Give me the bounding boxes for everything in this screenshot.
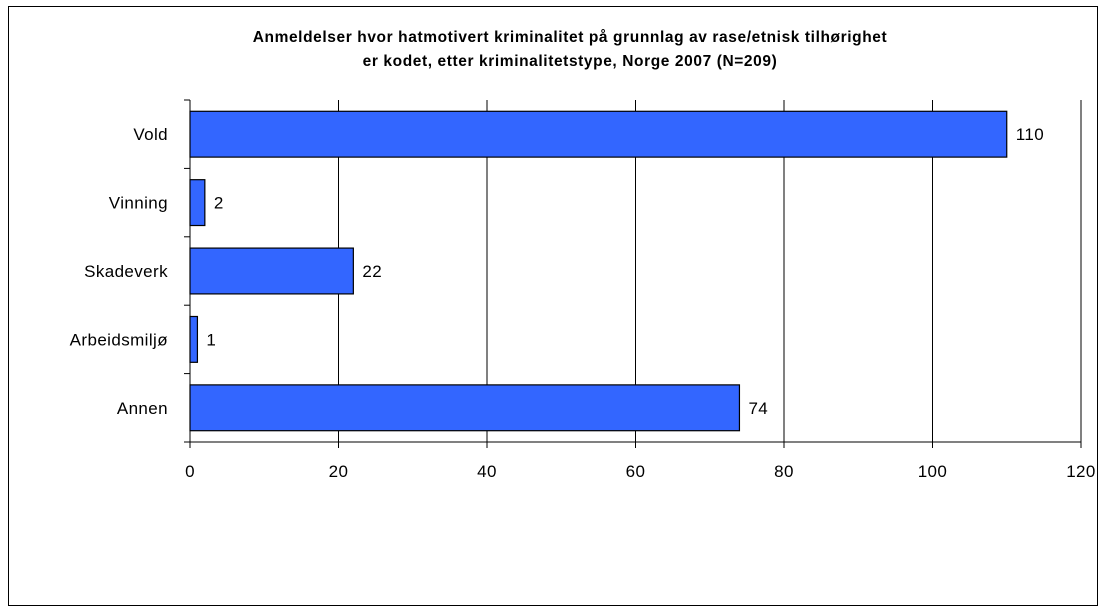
x-tick-label-3: 60 bbox=[626, 462, 646, 481]
chart-title-line-2: er kodet, etter kriminalitetstype, Norge… bbox=[363, 53, 778, 70]
bar-skadeverk bbox=[190, 248, 353, 294]
bar-vinning bbox=[190, 180, 205, 226]
chart-title: Anmeldelser hvor hatmotivert kriminalite… bbox=[253, 29, 888, 70]
bar-arbeidsmiljø bbox=[190, 316, 197, 362]
value-label-1: 2 bbox=[214, 194, 224, 213]
x-tick-label-1: 20 bbox=[329, 462, 349, 481]
value-label-3: 1 bbox=[206, 330, 216, 349]
value-label-4: 74 bbox=[748, 399, 768, 418]
category-label-4: Annen bbox=[117, 399, 168, 418]
bar-annen bbox=[190, 385, 739, 431]
category-label-2: Skadeverk bbox=[84, 262, 168, 281]
x-tick-label-0: 0 bbox=[185, 462, 195, 481]
chart-title-line-1: Anmeldelser hvor hatmotivert kriminalite… bbox=[253, 29, 888, 46]
bar-vold bbox=[190, 111, 1007, 157]
category-label-0: Vold bbox=[133, 125, 168, 144]
x-tick-label-5: 100 bbox=[918, 462, 948, 481]
bars bbox=[190, 111, 1007, 430]
value-label-2: 22 bbox=[362, 262, 382, 281]
x-tick-label-6: 120 bbox=[1066, 462, 1096, 481]
category-label-3: Arbeidsmiljø bbox=[70, 330, 168, 349]
x-tick-label-2: 40 bbox=[477, 462, 497, 481]
category-label-1: Vinning bbox=[109, 194, 168, 213]
bar-chart: Anmeldelser hvor hatmotivert kriminalite… bbox=[0, 0, 1110, 538]
x-tick-label-4: 80 bbox=[774, 462, 794, 481]
value-label-0: 110 bbox=[1016, 125, 1044, 144]
